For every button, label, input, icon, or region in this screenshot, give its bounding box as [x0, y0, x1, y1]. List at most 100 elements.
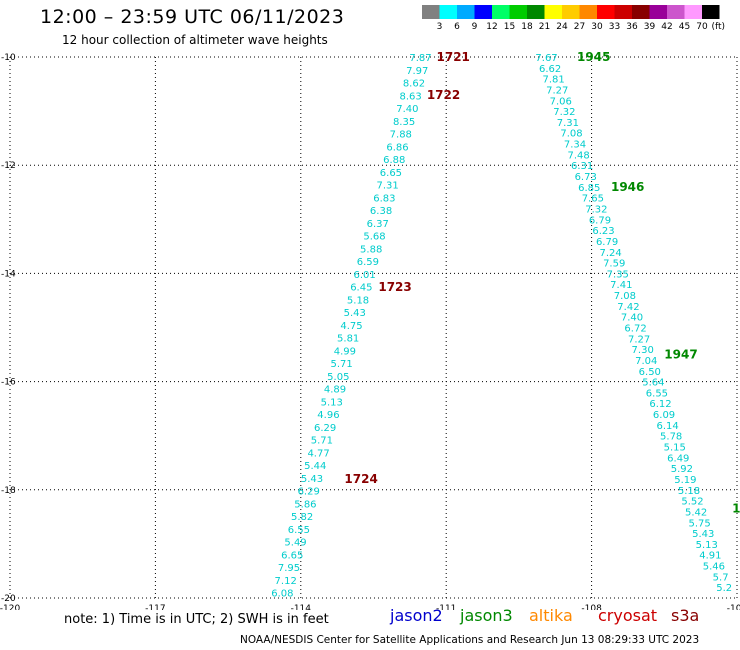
- swh-value-east: 5.42: [685, 507, 707, 518]
- swh-value-east: 6.79: [596, 237, 618, 248]
- swh-value-east: 7.27: [546, 85, 568, 96]
- legend-swatch: [457, 5, 475, 19]
- swh-value-east: 7.35: [607, 269, 629, 280]
- color-legend: 3 6 9 12 15 18 21 24 27 30 33 36 39 42 45 70 (ft): [422, 5, 726, 32]
- swh-value-west: 5.05: [327, 372, 349, 383]
- swh-value-east: 5.13: [696, 540, 718, 551]
- legend-swatch: [492, 5, 510, 19]
- lat-tick-label: -16: [1, 378, 16, 388]
- satellite-label-jason2: jason2: [390, 606, 443, 625]
- swh-value-east: 7.42: [617, 302, 639, 313]
- swh-value-west: 6.59: [357, 257, 379, 268]
- swh-value-east: 7.65: [582, 194, 604, 205]
- swh-value-east: 7.31: [557, 118, 579, 129]
- swh-value-east: 6.31: [571, 161, 593, 172]
- swh-value-west: 6.65: [380, 168, 402, 179]
- swh-value-east: 7.67: [535, 53, 557, 64]
- swh-value-west: 6.01: [353, 270, 375, 281]
- time-label: 1722: [427, 88, 460, 102]
- legend-label: 18: [521, 22, 533, 32]
- swh-value-east: 7.06: [550, 96, 572, 107]
- legend-swatch: [597, 5, 615, 19]
- swh-value-west: 7.88: [390, 130, 412, 141]
- lon-tick-label: -111: [436, 604, 456, 610]
- legend-label: 3: [437, 22, 443, 32]
- swh-value-east: 6.23: [592, 226, 614, 237]
- swh-value-west: 6.65: [281, 550, 303, 561]
- swh-value-west: 7.87: [409, 53, 431, 64]
- chart-title: 12:00 – 23:59 UTC 06/11/2023: [40, 6, 345, 28]
- swh-value-west: 8.35: [393, 117, 415, 128]
- satellite-label-jason3: jason3: [460, 606, 513, 625]
- swh-value-east: 6.72: [624, 324, 646, 335]
- swh-value-west: 5.88: [360, 244, 382, 255]
- swh-value-east: 7.32: [553, 107, 575, 118]
- swh-value-east: 6.79: [589, 215, 611, 226]
- swh-value-east: 6.09: [653, 410, 675, 421]
- satellite-label-altika: altika: [529, 606, 573, 625]
- swh-value-east: 7.08: [614, 291, 636, 302]
- legend-label: 33: [609, 22, 620, 32]
- swh-value-west: 4.89: [324, 385, 346, 396]
- satellite-label-s3a: s3a: [671, 606, 700, 625]
- swh-value-west: 5.43: [301, 474, 323, 485]
- chart-subtitle: 12 hour collection of altimeter wave hei…: [62, 33, 328, 47]
- swh-value-east: 5.92: [671, 464, 693, 475]
- time-label: 1947: [664, 348, 697, 362]
- swh-value-west: 6.37: [367, 219, 389, 230]
- swh-value-west: 6.29: [314, 423, 336, 434]
- lat-tick-label: -14: [1, 269, 16, 279]
- swh-value-west: 5.86: [294, 499, 316, 510]
- lon-tick-label: -117: [145, 604, 165, 610]
- swh-value-west: 4.99: [334, 346, 356, 357]
- swh-value-west: 7.95: [278, 563, 300, 574]
- wave-height-map: -120 -117 -114 -111 -108 -105 -10 -12 -14 -16 -18 -…: [0, 50, 740, 610]
- time-label: 1724: [344, 472, 377, 486]
- legend-unit: (ft): [712, 22, 726, 32]
- swh-value-west: 6.88: [383, 155, 405, 166]
- swh-value-west: 4.77: [307, 448, 329, 459]
- legend-swatch: [684, 5, 702, 19]
- lat-tick-label: -12: [1, 161, 16, 171]
- legend-swatch: [667, 5, 685, 19]
- lat-tick-label: -20: [1, 594, 16, 604]
- swh-value-east: 7.24: [600, 248, 622, 259]
- swh-value-east: 7.34: [564, 140, 586, 151]
- swh-value-west: 6.45: [350, 283, 372, 294]
- legend-label: 36: [626, 22, 638, 32]
- note-text: note: 1) Time is in UTC; 2) SWH is in fe…: [64, 612, 329, 627]
- swh-value-east: 7.08: [560, 129, 582, 140]
- legend-swatch: [614, 5, 632, 19]
- swh-value-east: 5.2: [716, 583, 732, 594]
- swh-value-west: 5.18: [347, 295, 369, 306]
- swh-value-east: 5.46: [703, 562, 725, 573]
- legend-label: 6: [454, 22, 460, 32]
- legend-swatch: [649, 5, 667, 19]
- swh-value-east: 7.27: [628, 334, 650, 345]
- swh-value-east: 6.73: [575, 172, 597, 183]
- swh-value-east: 5.15: [664, 443, 686, 454]
- legend-label: 45: [679, 22, 690, 32]
- legend-label: 24: [556, 22, 568, 32]
- time-label: 1721: [437, 50, 470, 64]
- swh-value-east: 6.50: [639, 367, 661, 378]
- swh-value-east: 4.91: [699, 551, 721, 562]
- legend-label: 12: [486, 22, 497, 32]
- swh-value-west: 6.55: [288, 525, 310, 536]
- lon-tick-label: -120: [0, 604, 20, 610]
- legend-swatch: [544, 5, 562, 19]
- swh-value-east: 5.75: [689, 518, 711, 529]
- swh-value-east: 5.64: [642, 378, 664, 389]
- swh-value-east: 7.48: [567, 150, 589, 161]
- lon-tick-label: -114: [291, 604, 312, 610]
- swh-value-west: 8.62: [403, 79, 425, 90]
- swh-value-east: 7.59: [603, 259, 625, 270]
- swh-value-west: 4.75: [340, 321, 362, 332]
- swh-value-east: 6.49: [667, 453, 689, 464]
- lat-tick-label: -18: [1, 486, 16, 496]
- legend-label: 27: [574, 22, 585, 32]
- swh-value-west: 5.81: [337, 334, 359, 345]
- time-label: 1946: [611, 180, 644, 194]
- swh-value-east: 7.40: [621, 313, 643, 324]
- swh-value-west: 6.38: [370, 206, 392, 217]
